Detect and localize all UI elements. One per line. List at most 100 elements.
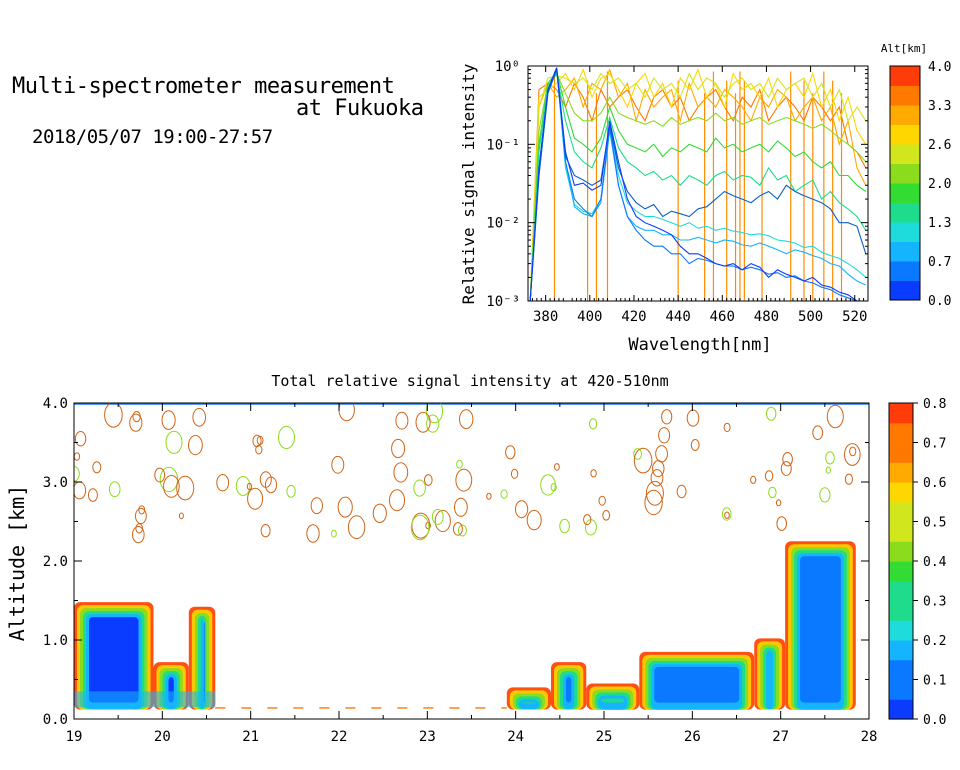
title-line1: Multi-spectrometer measurement (12, 74, 395, 99)
intensity-colorbar: 0.8 0.7 0.6 0.5 0.4 0.3 0.2 0.1 0.0 (888, 397, 947, 728)
heatmap-contour-blob (165, 430, 183, 454)
spectrum-xtick-label: 400 (577, 309, 602, 325)
intensity-colorbar-tick: 0.8 (923, 397, 946, 412)
heatmap-contour-blob (661, 409, 673, 425)
heatmap-region-core (89, 617, 139, 703)
heatmap-contour-blob (389, 489, 405, 512)
intensity-colorbar-tick: 0.4 (923, 555, 947, 570)
intensity-colorbar-swatch (889, 600, 913, 621)
heatmap-contour-blob (645, 480, 664, 506)
heatmap-ytick-label: 2.0 (43, 554, 68, 570)
heatmap-contour-blob (92, 461, 102, 474)
heatmap-contour-blob (104, 403, 123, 428)
altitude-colorbar-frame (889, 65, 921, 301)
intensity-colorbar-tick: 0.7 (923, 437, 946, 452)
heatmap-contour-blob (393, 462, 409, 483)
altitude-colorbar-tick: 2.6 (928, 138, 951, 153)
heatmap-ylabel: Altitude [km] (5, 485, 29, 642)
intensity-colorbar-tick: 0.5 (923, 516, 946, 531)
heatmap-contour-blob (782, 452, 793, 467)
intensity-colorbar-swatch (889, 462, 913, 483)
intensity-colorbar-swatch (889, 699, 913, 720)
heatmap-region-core (654, 666, 740, 703)
intensity-colorbar-tick: 0.1 (923, 674, 946, 689)
heatmap-contour-blob (108, 481, 121, 498)
heatmap-title: Total relative signal intensity at 420-5… (271, 372, 668, 390)
heatmap-contour-blob (510, 468, 519, 479)
heatmap-contour-blob (750, 475, 757, 484)
heatmap-contour-blob (87, 488, 98, 502)
heatmap-contour-blob (825, 466, 831, 474)
heatmap-contour-blob (554, 463, 560, 471)
heatmap-contour-blob (819, 487, 831, 503)
intensity-colorbar-swatch (889, 521, 913, 542)
heatmap-contour-blob (391, 438, 406, 459)
heatmap-contour-blob (644, 489, 663, 516)
heatmap-contour-blob (159, 466, 179, 493)
spectrum-ytick-label: 10⁻³ (486, 294, 520, 310)
heatmap-region-core (566, 677, 572, 703)
heatmap-axes: 19 20 21 22 23 24 25 26 27 28 0.0 1.0 2.0 3.0 4.0 (43, 396, 878, 745)
heatmap-contour-blob (825, 451, 835, 465)
altitude-colorbar-title: Alt[km] (881, 42, 927, 55)
intensity-colorbar-swatch (889, 561, 913, 582)
heatmap-contour-blob (559, 518, 570, 534)
heatmap-contour-blob (650, 469, 664, 487)
heatmap-contour-blob (768, 486, 777, 499)
heatmap-contour-blob (515, 500, 529, 519)
heatmap-contour-blob (264, 476, 278, 494)
spectrum-xtick-label: 480 (754, 309, 779, 325)
heatmap-contour-blob (589, 418, 598, 430)
heatmap-contour-blob (431, 508, 444, 525)
heatmap-contour-blob (655, 445, 668, 463)
heatmap-contour-blob (132, 411, 141, 423)
altitude-colorbar-swatch (890, 241, 920, 262)
heatmap-ytick-label: 4.0 (43, 396, 68, 412)
heatmap-contour-blob (424, 474, 433, 486)
heatmap-ytick-label: 1.0 (43, 633, 68, 649)
intensity-colorbar-swatch (889, 403, 913, 424)
heatmap-contour-blob (235, 476, 251, 496)
heatmap-region-core (769, 653, 771, 703)
heatmap-contour-blob (690, 439, 700, 451)
intensity-colorbar-swatch (889, 620, 913, 641)
heatmap-xtick-label: 26 (684, 729, 701, 745)
heatmap-contour-blob (550, 483, 557, 492)
spectrum-series-line (529, 68, 867, 301)
heatmap-contour-blob (721, 507, 732, 521)
heatmap-contour-blob (129, 413, 143, 432)
heatmap-contour-blob (338, 403, 355, 422)
heatmap-contour-blob (676, 484, 687, 499)
heatmap-contour-blob (154, 467, 166, 483)
heatmap-ground-band (74, 691, 216, 708)
spectrum-axes: 380 400 420 440 460 480 500 520 10⁰ 10⁻¹ 10⁻² 10⁻³ (486, 59, 869, 325)
heatmap-contour-blob (135, 507, 147, 525)
altitude-colorbar-swatch (890, 124, 920, 145)
altitude-colorbar-swatch (890, 66, 920, 86)
heatmap-contour-blob (540, 474, 556, 496)
heatmap-contour-blob (347, 515, 366, 540)
heatmap-xtick-label: 27 (772, 729, 789, 745)
spectrum-xtick-label: 380 (533, 309, 558, 325)
spectrum-xtick-label: 460 (710, 309, 735, 325)
altitude-colorbar-swatch (890, 261, 920, 281)
heatmap-contour-blob (775, 499, 782, 507)
heatmap-contour-blob (413, 479, 426, 497)
spectrum-series-line (529, 69, 867, 301)
heatmap-contour-blob (178, 512, 184, 520)
heatmap-contour-blob (590, 469, 597, 478)
heatmap-contour-blob (602, 510, 611, 521)
heatmap-contour-blob (766, 406, 777, 421)
heatmap-xtick-label: 23 (419, 729, 436, 745)
heatmap-contour-blob (724, 511, 730, 519)
heatmap-region-core (521, 702, 536, 704)
spectrum-xtick-label: 440 (665, 309, 690, 325)
heatmap-region-halo (518, 699, 539, 710)
heatmap-contour-blob (505, 445, 516, 460)
altitude-colorbar-swatch (890, 144, 920, 164)
intensity-colorbar-swatch (889, 501, 913, 523)
spectrum-ytick-label: 10⁻¹ (486, 137, 520, 153)
intensity-colorbar-tick: 0.3 (923, 595, 946, 610)
altitude-colorbar-tick: 2.0 (928, 177, 951, 192)
